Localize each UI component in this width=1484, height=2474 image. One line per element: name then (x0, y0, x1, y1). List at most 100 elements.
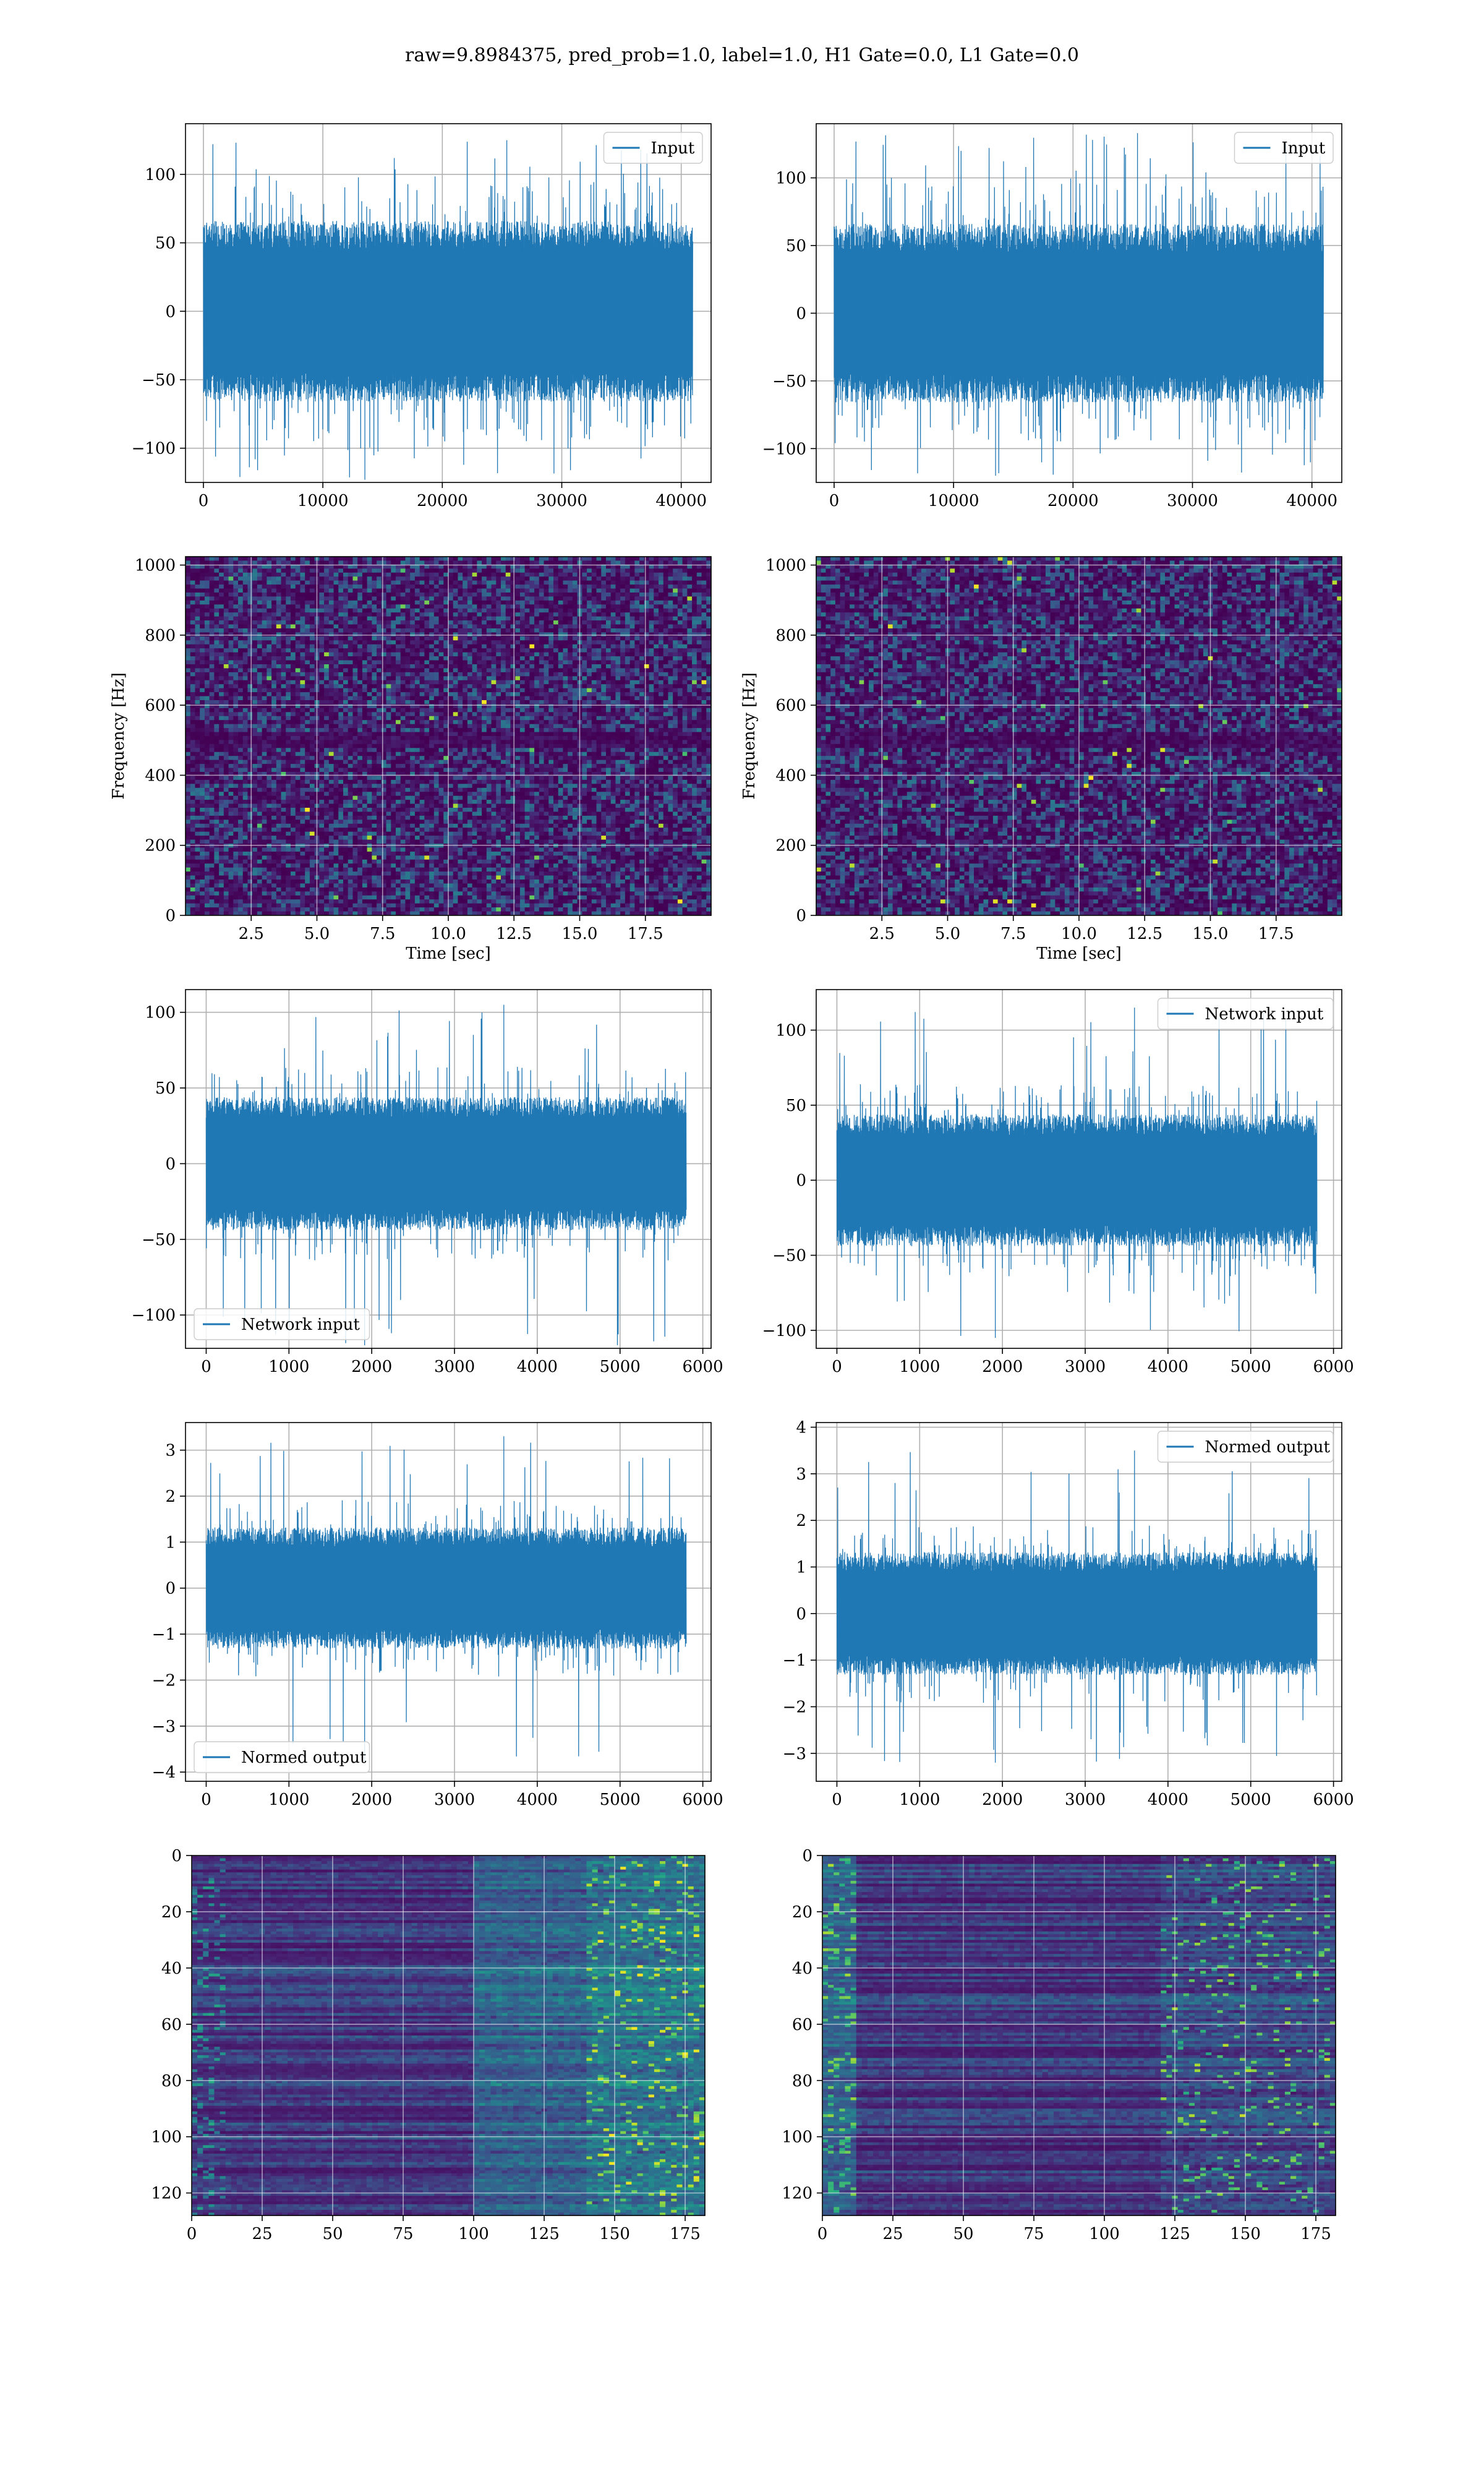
legend-label: Network input (241, 1316, 360, 1334)
x-tick-label: 4000 (1148, 1358, 1188, 1376)
x-axis-label: Time [sec] (406, 944, 491, 963)
x-tick-label: 50 (953, 2225, 973, 2243)
x-tick-label: 30000 (536, 492, 587, 510)
y-axis-label: Frequency [Hz] (109, 672, 128, 800)
chart-network-input-h1: 0 1000 2000 3000 4000 5000 6000−100−50050100Ne… (132, 990, 723, 1376)
y-axis-label: Frequency [Hz] (740, 672, 759, 800)
x-tick-label: 3000 (434, 1791, 475, 1809)
x-tick-label: 0 (817, 2225, 828, 2243)
y-tick-label: 0 (171, 1847, 182, 1865)
y-tick-label: −50 (772, 372, 806, 391)
x-tick-label: 2.5 (239, 925, 264, 943)
x-tick-label: 15.0 (562, 925, 598, 943)
x-tick-label: 5000 (1230, 1358, 1271, 1376)
x-tick-label: 75 (393, 2225, 413, 2243)
series-input (203, 140, 693, 480)
x-tick-label: 0 (201, 1358, 211, 1376)
chart-spectrogram-h1: 2.5 5.0 7.5 10.0 12.5 15.0 17.5020040060080010… (109, 557, 712, 963)
y-tick-label: 2 (796, 1512, 806, 1530)
y-tick-label: 60 (161, 2016, 182, 2034)
x-tick-label: 5.0 (935, 925, 960, 943)
y-tick-label: 50 (155, 1079, 176, 1098)
y-tick-label: −1 (783, 1651, 806, 1670)
x-tick-label: 150 (1230, 2225, 1261, 2243)
y-tick-label: 0 (802, 1847, 812, 1865)
y-tick-label: 100 (775, 169, 806, 188)
y-tick-label: 80 (792, 2072, 812, 2091)
y-tick-label: 200 (145, 837, 176, 855)
x-tick-label: 175 (670, 2225, 701, 2243)
x-tick-label: 4000 (517, 1791, 558, 1809)
x-tick-label: 5000 (600, 1791, 641, 1809)
x-tick-label: 40000 (655, 492, 707, 510)
x-tick-label: 25 (252, 2225, 272, 2243)
y-tick-label: 4 (796, 1419, 806, 1437)
series-network-input (207, 1005, 686, 1346)
y-tick-label: 3 (165, 1442, 176, 1460)
y-tick-label: 50 (786, 1097, 806, 1115)
x-tick-label: 2000 (982, 1791, 1023, 1809)
y-tick-label: −100 (762, 1322, 806, 1340)
y-tick-label: 3 (796, 1465, 806, 1484)
x-tick-label: 0 (198, 492, 209, 510)
y-tick-label: 0 (796, 1605, 806, 1624)
y-tick-label: 120 (151, 2185, 182, 2203)
x-tick-label: 50 (322, 2225, 343, 2243)
y-tick-label: 20 (161, 1903, 182, 1922)
legend-label: Normed output (241, 1748, 367, 1767)
legend-label: Normed output (1205, 1438, 1331, 1457)
y-tick-label: −3 (783, 1745, 806, 1763)
y-tick-label: 0 (165, 1580, 176, 1598)
legend-label: Input (651, 139, 695, 158)
x-tick-label: 125 (529, 2225, 560, 2243)
legend-label: Network input (1205, 1005, 1324, 1024)
x-tick-label: 2.5 (869, 925, 895, 943)
x-tick-label: 10000 (928, 492, 979, 510)
series-network-input (837, 1008, 1317, 1338)
x-tick-label: 4000 (1148, 1791, 1188, 1809)
chart-normed-output-l1: 0 1000 2000 3000 4000 5000 6000−3−2−101234Norm… (783, 1419, 1354, 1809)
y-tick-label: −100 (132, 1306, 176, 1325)
x-tick-label: 1000 (268, 1791, 309, 1809)
x-tick-label: 5000 (1230, 1791, 1271, 1809)
x-tick-label: 6000 (1313, 1791, 1354, 1809)
x-tick-label: 17.5 (628, 925, 663, 943)
y-tick-label: 1 (796, 1559, 806, 1577)
x-tick-label: 10.0 (430, 925, 466, 943)
y-tick-label: 1000 (135, 557, 176, 575)
x-tick-label: 10.0 (1061, 925, 1097, 943)
y-tick-label: −2 (152, 1671, 176, 1690)
x-tick-label: 6000 (683, 1358, 723, 1376)
y-tick-label: 800 (145, 627, 176, 645)
y-tick-label: 600 (145, 696, 176, 715)
y-tick-label: 20 (792, 1903, 812, 1922)
x-tick-label: 3000 (1065, 1358, 1106, 1376)
y-tick-label: 0 (165, 907, 176, 925)
x-tick-label: 125 (1159, 2225, 1190, 2243)
x-tick-label: 6000 (683, 1791, 723, 1809)
x-tick-label: 30000 (1167, 492, 1218, 510)
x-tick-label: 4000 (517, 1358, 558, 1376)
x-tick-label: 12.5 (496, 925, 532, 943)
series-input (834, 133, 1323, 476)
y-tick-label: −50 (772, 1247, 806, 1265)
y-tick-label: −100 (762, 440, 806, 458)
y-tick-label: 120 (782, 2185, 812, 2203)
x-tick-label: 3000 (1065, 1791, 1106, 1809)
x-tick-label: 2000 (982, 1358, 1023, 1376)
y-tick-label: 1000 (765, 557, 806, 575)
chart-normed-output-h1: 0 1000 2000 3000 4000 5000 6000−4−3−2−10123Nor… (152, 1423, 723, 1809)
chart-spectrogram-l1: 2.5 5.0 7.5 10.0 12.5 15.0 17.5020040060080010… (740, 557, 1342, 963)
y-tick-label: 800 (775, 627, 806, 645)
y-tick-label: 400 (145, 766, 176, 785)
x-tick-label: 175 (1300, 2225, 1331, 2243)
y-tick-label: −4 (152, 1763, 176, 1782)
x-tick-label: 25 (882, 2225, 903, 2243)
series-normed-output (837, 1450, 1317, 1763)
x-tick-label: 0 (832, 1791, 842, 1809)
